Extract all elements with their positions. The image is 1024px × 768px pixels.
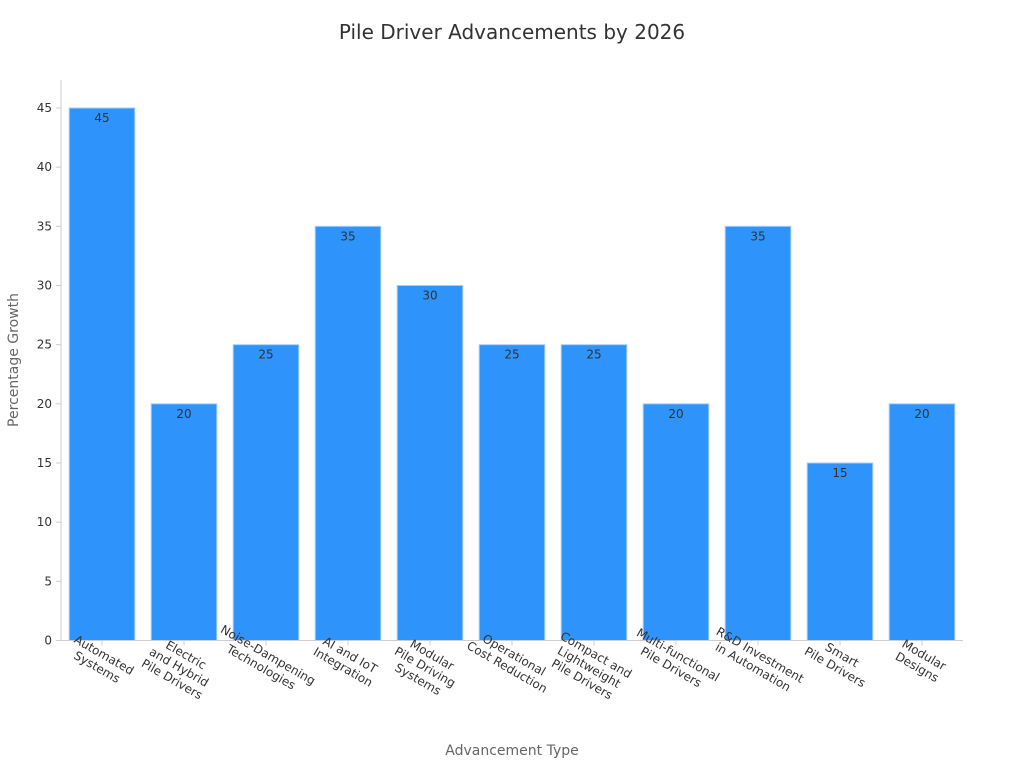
data-labels-group: 45 20 25 35 30 25 25 20 35 15 20 xyxy=(94,111,929,480)
y-tick-label: 15 xyxy=(37,456,52,470)
bar-value-label: 35 xyxy=(750,229,765,243)
bar-value-label: 20 xyxy=(176,407,191,421)
bar xyxy=(396,285,464,641)
bar xyxy=(642,403,710,642)
y-tick-label: 30 xyxy=(37,279,52,293)
bar-value-label: 25 xyxy=(586,348,601,362)
bar xyxy=(724,225,792,641)
bar xyxy=(232,344,300,641)
y-axis: 0 5 10 15 20 25 30 35 40 45 xyxy=(37,80,62,648)
bar xyxy=(68,107,136,641)
bar-value-label: 20 xyxy=(668,407,683,421)
x-tick-label: ModularDesigns xyxy=(892,637,949,686)
x-tick-label: ModularPile DrivingSystems xyxy=(385,632,465,702)
bar xyxy=(560,344,628,641)
y-tick-label: 10 xyxy=(37,515,52,529)
y-tick-label: 20 xyxy=(37,397,52,411)
y-tick-label: 5 xyxy=(44,574,52,588)
bar-value-label: 15 xyxy=(832,466,847,480)
bar-value-label: 25 xyxy=(258,348,273,362)
bar xyxy=(150,403,218,642)
x-tick-label: AI and IoTIntegration xyxy=(311,632,382,690)
bar-value-label: 35 xyxy=(340,229,355,243)
chart-title: Pile Driver Advancements by 2026 xyxy=(338,20,686,44)
bar-value-label: 25 xyxy=(504,348,519,362)
x-tick-label: Electricand HybridPile Drivers xyxy=(139,632,219,702)
bar xyxy=(888,403,956,642)
y-tick-label: 25 xyxy=(37,338,52,352)
bar-value-label: 30 xyxy=(422,289,437,303)
bar xyxy=(314,225,382,641)
x-axis-title: Advancement Type xyxy=(445,743,579,759)
bars-group xyxy=(68,107,956,642)
bar xyxy=(478,344,546,641)
y-tick-label: 40 xyxy=(37,160,52,174)
y-tick-label: 35 xyxy=(37,219,52,233)
y-tick-label: 45 xyxy=(37,101,52,115)
x-tick-label-text: AI and IoTIntegration xyxy=(311,632,382,689)
bar-value-label: 20 xyxy=(914,407,929,421)
y-axis-title: Percentage Growth xyxy=(6,293,22,427)
y-tick-label: 0 xyxy=(44,634,52,648)
x-tick-label-text: ModularDesigns xyxy=(892,637,948,686)
x-tick-label-text: Electricand HybridPile Drivers xyxy=(139,632,219,702)
x-tick-label-text: ModularPile DrivingSystems xyxy=(385,632,465,702)
bar xyxy=(806,462,874,641)
bar-value-label: 45 xyxy=(94,111,109,125)
